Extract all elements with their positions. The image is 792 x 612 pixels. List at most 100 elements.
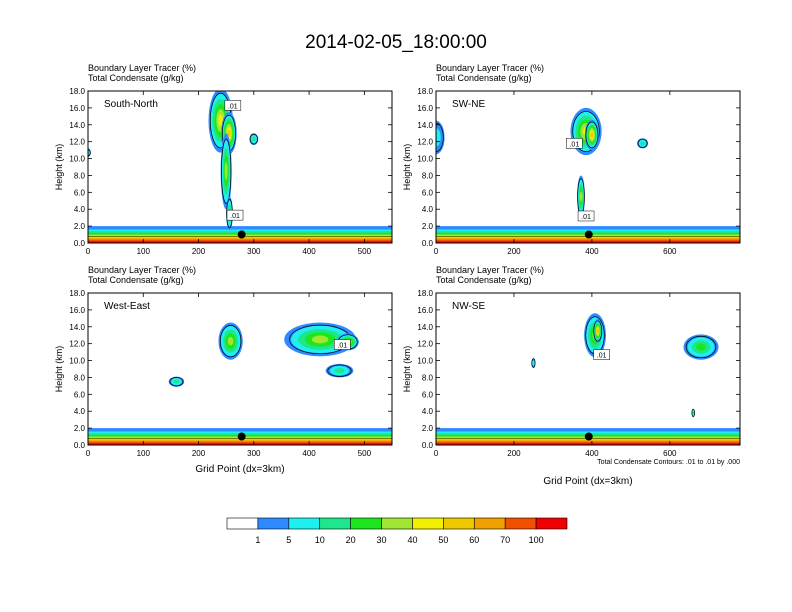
y-tick-label: 0.0 xyxy=(74,239,86,248)
colorbar-swatch xyxy=(443,517,475,530)
condensate-header: Total Condensate (g/kg) xyxy=(436,73,532,83)
y-tick-label: 4.0 xyxy=(422,407,434,416)
plot-frame xyxy=(435,90,741,244)
x-axis-label-right: Grid Point (dx=3km) xyxy=(543,476,632,487)
blob-3-level-2 xyxy=(173,379,180,384)
y-tick-label: 18.0 xyxy=(69,289,85,298)
x-tick-label: 100 xyxy=(137,247,151,256)
blob-4-level-2 xyxy=(252,136,256,142)
condensate-contour-2 xyxy=(221,138,232,204)
blob-4-level-2 xyxy=(640,141,645,146)
colorbar-swatch xyxy=(504,517,537,530)
colorbar-swatch xyxy=(412,517,444,530)
y-tick-label: 6.0 xyxy=(422,188,434,197)
location-marker xyxy=(237,432,246,441)
condensate-contour-3 xyxy=(169,377,184,387)
blob-1-level-4 xyxy=(311,335,329,344)
condensate-contour-3 xyxy=(531,358,536,368)
x-tick-label: 200 xyxy=(507,247,521,256)
condensate-contour-0 xyxy=(219,324,242,358)
bl-band-9 xyxy=(88,241,392,243)
blob-0-level-4 xyxy=(227,336,234,346)
y-axis-label: Height (km) xyxy=(402,346,412,393)
plot-layer: .01 xyxy=(88,322,392,445)
colorbar-label: 50 xyxy=(438,535,448,545)
contour-label-1: .01 xyxy=(581,214,591,221)
y-tick-label: 2.0 xyxy=(422,222,434,231)
y-tick-label: 14.0 xyxy=(417,323,433,332)
condensate-header: Total Condensate (g/kg) xyxy=(88,275,184,285)
colorbar-label: 30 xyxy=(377,535,387,545)
condensate-contour-1 xyxy=(585,121,599,149)
panel-nw-se: .01 0.0 2.0 4.0 6.0 8.0 10.0 12.0 14.0 16.0 18.0 0 2… xyxy=(402,265,741,458)
contour-label-0: .01 xyxy=(569,141,579,148)
x-tick-label: 0 xyxy=(86,247,91,256)
condensate-header: Total Condensate (g/kg) xyxy=(88,73,184,83)
y-tick-label: 4.0 xyxy=(422,205,434,214)
y-tick-label: 8.0 xyxy=(422,171,434,180)
contour-label-1: .01 xyxy=(230,213,240,220)
y-tick-label: 14.0 xyxy=(69,323,85,332)
colorbar-label: 5 xyxy=(286,535,291,545)
colorbar-label: 20 xyxy=(346,535,356,545)
y-tick-label: 12.0 xyxy=(417,138,433,147)
field-header: Boundary Layer Tracer (%) xyxy=(436,265,544,275)
bl-band-9 xyxy=(436,241,740,243)
x-tick-label: 600 xyxy=(663,449,677,458)
colorbar-label: 40 xyxy=(407,535,417,545)
colorbar-label: 10 xyxy=(315,535,325,545)
condensate-contour-0 xyxy=(572,111,600,152)
blob-2-level-2 xyxy=(334,368,345,374)
condensate-header: Total Condensate (g/kg) xyxy=(436,275,532,285)
contour-label-box-0 xyxy=(224,100,242,111)
colorbar-label: 70 xyxy=(500,535,510,545)
x-tick-label: 400 xyxy=(302,449,316,458)
y-tick-label: 18.0 xyxy=(417,289,433,298)
condensate-contour-3 xyxy=(436,122,444,153)
y-tick-label: 16.0 xyxy=(69,306,85,315)
contour-label-0: .01 xyxy=(228,103,238,110)
blob-1-level-6 xyxy=(590,132,594,138)
blob-2-level-3 xyxy=(696,343,707,351)
blob-4-level-2 xyxy=(691,411,695,415)
location-marker xyxy=(584,432,593,441)
x-tick-label: 0 xyxy=(86,449,91,458)
x-tick-label: 400 xyxy=(585,247,599,256)
colorbar-swatch xyxy=(473,517,506,530)
y-tick-label: 4.0 xyxy=(74,407,86,416)
colorbar: 1 5 10 20 30 40 50 60 70 100 xyxy=(226,517,568,545)
x-tick-label: 100 xyxy=(137,449,151,458)
y-tick-label: 18.0 xyxy=(417,87,433,96)
plot-frame xyxy=(87,90,393,244)
x-tick-label: 0 xyxy=(434,449,439,458)
panel-title: West-East xyxy=(104,301,150,312)
field-header: Boundary Layer Tracer (%) xyxy=(88,63,196,73)
blob-1-level-6 xyxy=(227,129,231,137)
colorbar-swatch xyxy=(226,517,259,530)
plot-frame xyxy=(435,292,741,446)
bl-band-9 xyxy=(88,443,392,445)
panel-title: SW-NE xyxy=(452,99,485,110)
condensate-contour-2 xyxy=(685,335,717,359)
y-tick-label: 10.0 xyxy=(69,357,85,366)
condensate-contour-2 xyxy=(327,364,352,377)
x-tick-label: 500 xyxy=(358,247,372,256)
y-tick-label: 8.0 xyxy=(74,373,86,382)
y-tick-label: 10.0 xyxy=(417,155,433,164)
field-header: Boundary Layer Tracer (%) xyxy=(436,63,544,73)
y-tick-label: 4.0 xyxy=(74,205,86,214)
panel-sw-ne: .01 .01 0.0 2.0 4.0 6.0 8.0 10.0 12.0 14.0 16.0 18.… xyxy=(402,63,741,256)
y-tick-label: 16.0 xyxy=(69,104,85,113)
x-tick-label: 200 xyxy=(507,449,521,458)
y-tick-label: 0.0 xyxy=(422,239,434,248)
panel-title: South-North xyxy=(104,99,158,110)
panel-title: NW-SE xyxy=(452,301,485,312)
blob-3-level-1 xyxy=(531,360,535,366)
y-axis-label: Height (km) xyxy=(402,144,412,191)
x-tick-label: 200 xyxy=(192,449,206,458)
blob-1-level-6 xyxy=(596,329,600,333)
condensate-contour-4 xyxy=(691,408,695,417)
x-tick-label: 600 xyxy=(663,247,677,256)
x-tick-label: 300 xyxy=(247,247,261,256)
